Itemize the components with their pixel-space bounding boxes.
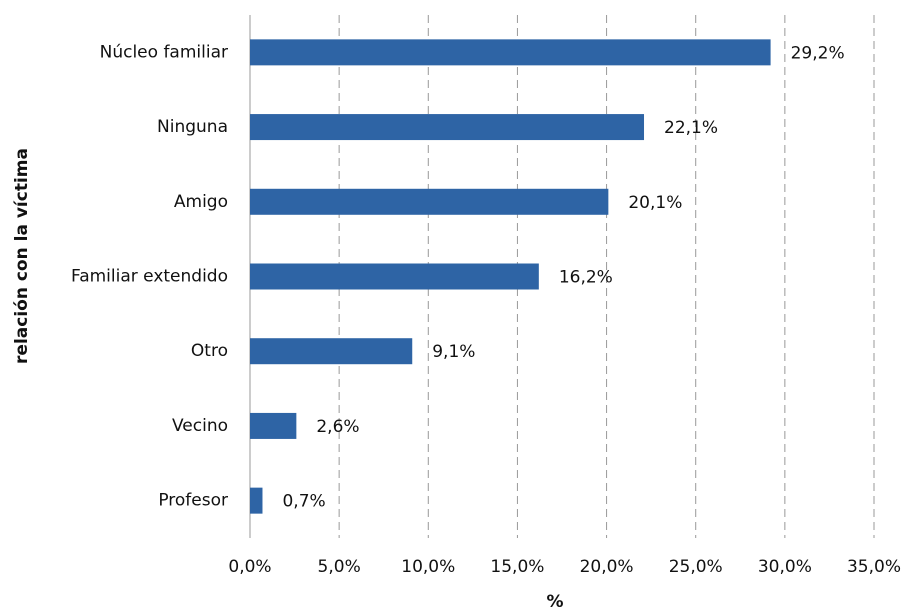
x-tick-label: 5,0%	[318, 557, 361, 577]
y-tick-label: Ninguna	[157, 117, 228, 137]
bar	[250, 39, 771, 66]
x-tick-label: 35,0%	[847, 557, 901, 577]
x-tick-label: 10,0%	[401, 557, 455, 577]
value-label: 20,1%	[628, 193, 682, 213]
y-tick-label: Familiar extendido	[71, 267, 228, 287]
y-tick-label: Profesor	[158, 491, 228, 511]
x-tick-label: 20,0%	[580, 557, 634, 577]
y-tick-label: Amigo	[174, 192, 228, 212]
y-tick-label: Núcleo familiar	[100, 42, 228, 62]
x-tick-label: 30,0%	[758, 557, 812, 577]
value-label: 2,6%	[316, 417, 359, 437]
value-label: 0,7%	[282, 492, 325, 512]
value-label: 9,1%	[432, 342, 475, 362]
bar	[250, 114, 645, 141]
bar	[250, 338, 413, 365]
x-tick-label: 25,0%	[669, 557, 723, 577]
bar	[250, 412, 297, 439]
value-label: 22,1%	[664, 118, 718, 138]
bar	[250, 188, 609, 215]
bar	[250, 263, 539, 290]
x-tick-label: 0,0%	[228, 557, 271, 577]
x-tick-label: 15,0%	[490, 557, 544, 577]
value-label: 16,2%	[559, 268, 613, 288]
value-label: 29,2%	[791, 43, 845, 63]
y-tick-label: Otro	[191, 341, 228, 361]
y-tick-label: Vecino	[172, 416, 228, 436]
y-axis-label: relación con la víctima	[12, 148, 32, 364]
bar	[250, 487, 263, 514]
x-axis-label: %	[546, 592, 563, 611]
